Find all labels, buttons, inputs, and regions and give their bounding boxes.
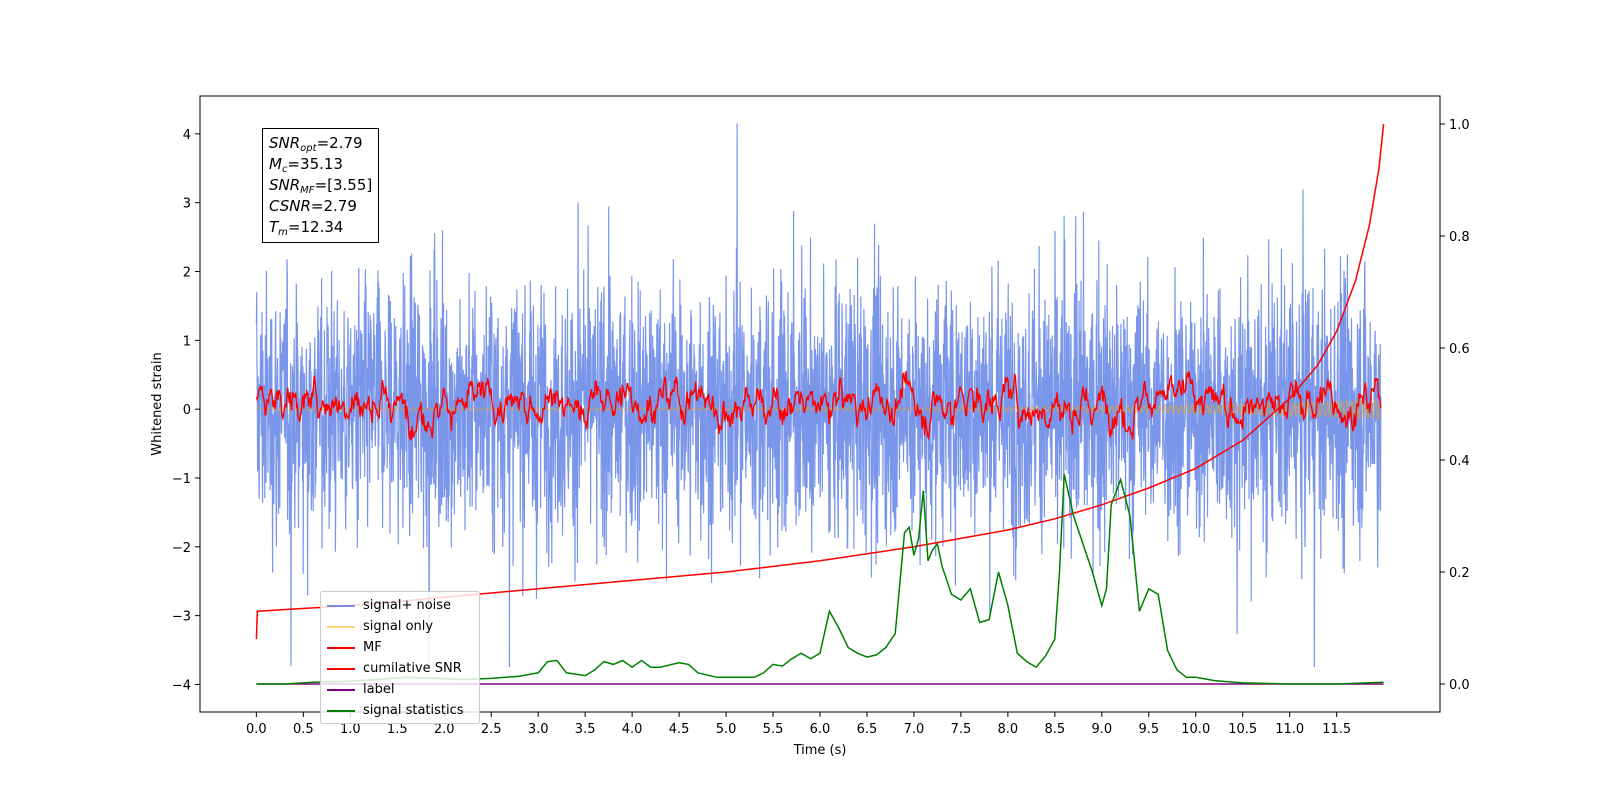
legend-item: signal statistics [327, 700, 473, 721]
x-tick-label: 6.0 [810, 722, 831, 737]
series-signal-statistics-line [256, 473, 1384, 685]
y2-tick-label: 0.8 [1449, 230, 1470, 245]
y2-tick-label: 0.0 [1449, 678, 1470, 693]
legend-swatch [327, 646, 355, 649]
legend-swatch [327, 688, 355, 691]
x-tick-label: 11.5 [1322, 722, 1351, 737]
x-tick-label: 0.0 [246, 722, 267, 737]
x-tick-label: 3.0 [528, 722, 549, 737]
y-tick-label: −4 [172, 678, 191, 693]
legend-item: signal+ noise [327, 595, 473, 616]
x-tick-label: 10.5 [1228, 722, 1257, 737]
legend-item: label [327, 679, 473, 700]
y-tick-label: 2 [183, 266, 191, 281]
legend-label: signal+ noise [363, 598, 452, 613]
x-tick-label: 2.0 [434, 722, 455, 737]
x-tick-label: 0.5 [293, 722, 314, 737]
annotation-mc: Mc=35.13 [269, 155, 343, 175]
x-tick-label: 1.0 [340, 722, 361, 737]
legend-item: signal only [327, 616, 473, 637]
series-cumulative-snr-line [255, 123, 1385, 640]
annotation-csnr: CSNR=2.79 [269, 197, 357, 215]
y-tick-label: −3 [172, 610, 191, 625]
x-tick-label: 4.5 [669, 722, 690, 737]
legend-swatch [327, 604, 355, 607]
x-tick-label: 9.5 [1138, 722, 1159, 737]
y-tick-label: 4 [183, 128, 191, 143]
legend-item: cumilative SNR [327, 658, 473, 679]
x-tick-label: 8.5 [1045, 722, 1066, 737]
legend-label: signal statistics [363, 703, 464, 718]
legend-label: MF [363, 640, 382, 655]
series-signal-only-line [256, 397, 1382, 421]
x-tick-label: 7.0 [904, 722, 925, 737]
x-tick-label: 3.5 [575, 722, 596, 737]
y-tick-label: −2 [172, 541, 191, 556]
legend-item: MF [327, 637, 473, 658]
annotation-snr-mf: SNRMF=[3.55] [269, 176, 373, 196]
y2-tick-label: 0.2 [1449, 566, 1470, 581]
legend-label: cumilative SNR [363, 661, 462, 676]
x-tick-label: 5.0 [716, 722, 737, 737]
y-axis-label: Whitened strain [150, 352, 165, 455]
annotation-snr-opt: SNRopt=2.79 [269, 134, 363, 154]
x-tick-label: 1.5 [387, 722, 408, 737]
x-tick-label: 9.0 [1091, 722, 1112, 737]
y-tick-label: 1 [183, 334, 191, 349]
x-tick-label: 2.5 [481, 722, 502, 737]
y-tick-label: −1 [172, 472, 191, 487]
y2-tick-label: 0.6 [1449, 342, 1470, 357]
x-tick-label: 5.5 [763, 722, 784, 737]
legend-swatch [327, 625, 355, 628]
y2-tick-label: 0.4 [1449, 454, 1470, 469]
legend: signal+ noise signal only MF cumilative … [320, 591, 480, 724]
x-tick-label: 10.0 [1181, 722, 1210, 737]
x-tick-label: 11.0 [1275, 722, 1304, 737]
x-tick-label: 4.0 [622, 722, 643, 737]
annotation-tm: Tm=12.34 [269, 218, 344, 238]
y-tick-label: 0 [183, 403, 191, 418]
legend-swatch [327, 667, 355, 670]
legend-swatch [327, 709, 355, 712]
legend-label: label [363, 682, 395, 697]
y-tick-label: 3 [183, 197, 191, 212]
x-tick-label: 8.0 [998, 722, 1019, 737]
series-mf-line [255, 370, 1382, 441]
x-tick-label: 6.5 [857, 722, 878, 737]
x-tick-label: 7.5 [951, 722, 972, 737]
x-axis-label: Time (s) [793, 743, 847, 758]
legend-label: signal only [363, 619, 434, 634]
annotation-box: SNRopt=2.79 Mc=35.13 SNRMF=[3.55] CSNR=2… [262, 128, 380, 243]
y2-tick-label: 1.0 [1449, 118, 1470, 133]
